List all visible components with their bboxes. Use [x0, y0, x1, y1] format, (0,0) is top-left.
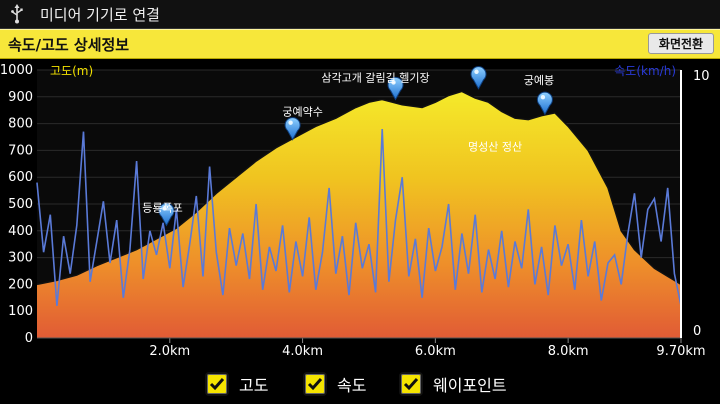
status-bar: 미디어 기기로 연결 [0, 0, 720, 29]
y-tick-label: 100 [8, 304, 33, 319]
y-tick-label: 1000 [0, 63, 33, 78]
elevation-label: 고도 [239, 376, 269, 395]
waypoint-label: 궁예약수 [282, 105, 322, 119]
y-axis-left-label: 고도(m) [50, 64, 93, 78]
page-title: 속도/고도 상세정보 [8, 36, 130, 54]
legend-speed[interactable]: 속도 [303, 370, 366, 398]
y-tick-label: 0 [25, 331, 33, 346]
elevation-line [36, 90, 682, 286]
checkmark-icon [209, 378, 225, 391]
speed-label: 속도 [337, 376, 367, 395]
waypoint-label: 등룡폭포 [142, 201, 182, 214]
y-right-tick-label: 10 [693, 69, 710, 84]
y-axis-right-label: 속도(km/h) [614, 64, 676, 78]
waypoint-label: 명성산 정산 [468, 140, 522, 153]
y-tick-label: 700 [8, 143, 33, 158]
usb-icon [4, 0, 30, 28]
switch-screen-button[interactable]: 화면전환 [648, 33, 714, 54]
y-tick-label: 600 [8, 170, 33, 185]
elevation-speed-chart[interactable]: 100090080070060050040030020010001002.0km… [0, 58, 720, 358]
x-tick-label: 4.0km [282, 344, 323, 358]
checkmark-icon [403, 378, 419, 391]
waypoint-pin-icon[interactable] [387, 76, 404, 101]
legend-waypoint[interactable]: 웨이포인트 [399, 370, 507, 398]
waypoint-label: 궁예봉 [524, 74, 554, 87]
elevation-area [37, 91, 681, 339]
y-right-tick-label: 0 [693, 324, 701, 339]
y-tick-label: 800 [8, 117, 33, 132]
x-tick-label: 6.0km [415, 344, 456, 358]
y-tick-label: 900 [8, 90, 33, 105]
y-tick-label: 200 [8, 277, 33, 292]
x-tick-label: 8.0km [548, 344, 589, 358]
waypoint-label: 삼각고개 갈림길 헬기장 [321, 70, 429, 84]
connection-title: 미디어 기기로 연결 [40, 5, 160, 24]
speed-checkbox[interactable] [303, 372, 327, 396]
legend-elevation[interactable]: 고도 [205, 370, 268, 398]
header-bar: 속도/고도 상세정보 화면전환 [0, 29, 720, 59]
waypoint-pin-icon[interactable] [536, 91, 553, 116]
elevation-checkbox[interactable] [205, 372, 229, 396]
waypoint-pin-icon[interactable] [158, 202, 175, 227]
checkmark-icon [307, 378, 323, 391]
waypoint-pin-icon[interactable] [284, 117, 301, 141]
y-tick-label: 300 [8, 251, 33, 266]
y-tick-label: 400 [8, 224, 33, 239]
y-tick-label: 500 [8, 197, 33, 212]
speed-line [36, 128, 682, 306]
x-tick-label: 2.0km [149, 344, 190, 358]
waypoint-pin-icon[interactable] [470, 66, 487, 90]
x-tick-label: 9.70km [656, 344, 705, 358]
waypoint-checkbox[interactable] [399, 372, 423, 396]
waypoint-label: 웨이포인트 [433, 376, 507, 395]
